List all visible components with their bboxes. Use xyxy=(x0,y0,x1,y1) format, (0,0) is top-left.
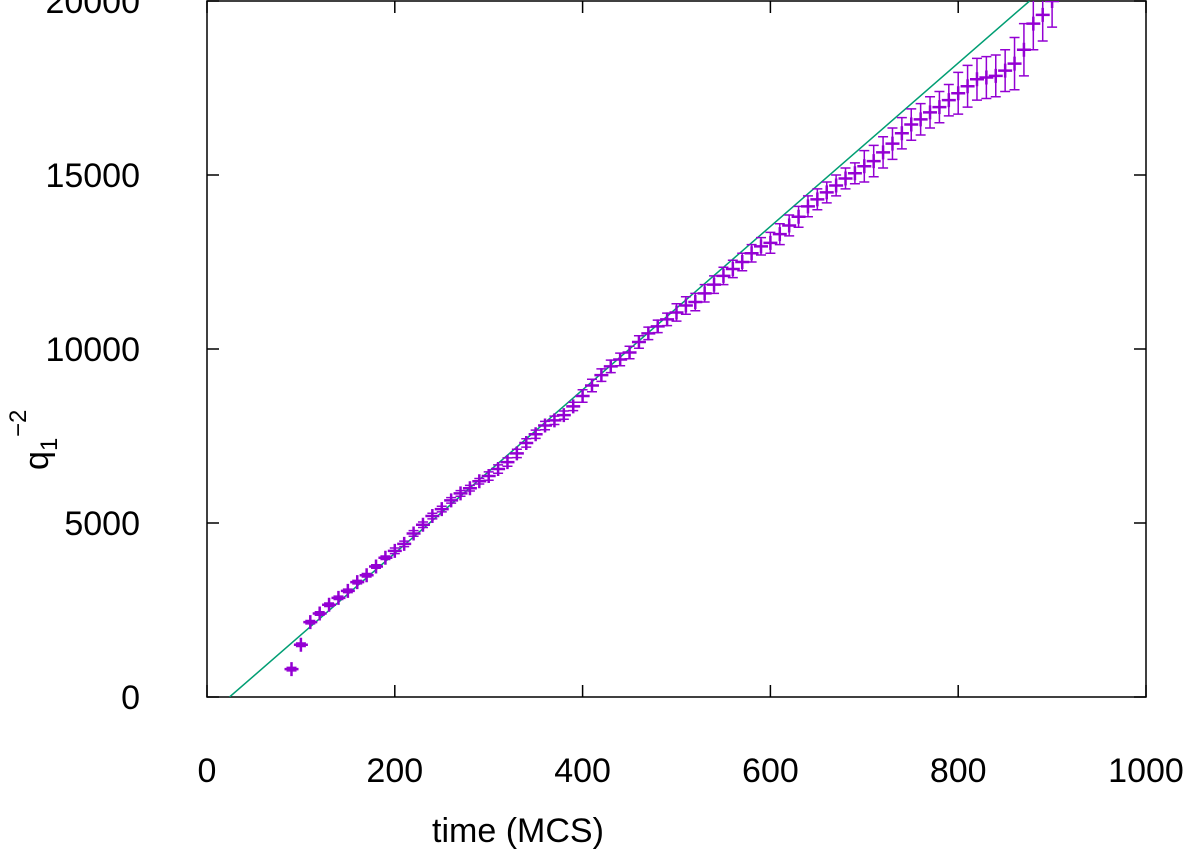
y-label-base: q xyxy=(18,451,56,470)
data-point xyxy=(622,345,637,360)
data-point xyxy=(547,413,562,428)
data-point xyxy=(444,493,459,508)
data-point xyxy=(481,469,496,484)
y-label-sub: 1 xyxy=(36,438,63,451)
data-point xyxy=(519,435,534,450)
data-point xyxy=(303,615,318,630)
data-point xyxy=(1045,1,1060,8)
error-bar xyxy=(1047,1,1058,28)
data-point xyxy=(716,268,731,283)
data-point xyxy=(847,166,862,181)
x-tick-label: 1000 xyxy=(1108,752,1184,790)
data-point xyxy=(894,126,909,141)
y-tick-label: 5000 xyxy=(64,505,140,543)
data-point xyxy=(322,597,337,612)
data-point xyxy=(725,261,740,276)
data-point xyxy=(500,455,515,470)
data-point xyxy=(782,218,797,233)
data-point xyxy=(584,378,599,393)
data-point xyxy=(819,185,834,200)
data-point xyxy=(491,462,506,477)
y-tick-label: 0 xyxy=(121,679,140,717)
data-point xyxy=(1035,7,1050,22)
data-point xyxy=(885,136,900,151)
data-point xyxy=(829,178,844,193)
y-label-sup: −2 xyxy=(5,410,32,437)
data-point xyxy=(594,368,609,383)
x-tick-label: 0 xyxy=(198,752,217,790)
data-point xyxy=(331,590,346,605)
data-point xyxy=(744,246,759,261)
data-point xyxy=(669,305,684,320)
data-point xyxy=(359,568,374,583)
data-point xyxy=(979,70,994,85)
data-point xyxy=(838,171,853,186)
plot-area xyxy=(229,1,1060,697)
y-tick-label: 10000 xyxy=(45,331,140,369)
data-point xyxy=(378,550,393,565)
y-tick-label: 20000 xyxy=(45,0,140,21)
data-point xyxy=(340,583,355,598)
data-point xyxy=(631,335,646,350)
data-point xyxy=(415,517,430,532)
data-point xyxy=(754,239,769,254)
data-point xyxy=(932,100,947,115)
data-point xyxy=(387,543,402,558)
data-point xyxy=(969,72,984,87)
data-point xyxy=(913,112,928,127)
x-tick-label: 200 xyxy=(366,752,423,790)
data-point xyxy=(462,481,477,496)
data-point xyxy=(941,93,956,108)
data-point xyxy=(556,408,571,423)
data-point xyxy=(284,662,299,677)
data-point xyxy=(350,575,365,590)
data-point xyxy=(538,418,553,433)
data-point xyxy=(312,606,327,621)
data-point xyxy=(810,192,825,207)
data-point xyxy=(857,159,872,174)
data-point xyxy=(369,559,384,574)
data-point xyxy=(434,502,449,517)
data-point xyxy=(876,145,891,160)
data-point xyxy=(1026,16,1041,31)
data-point xyxy=(293,637,308,652)
x-tick-label: 400 xyxy=(554,752,611,790)
x-tick-label: 600 xyxy=(742,752,799,790)
x-axis-label: time (MCS) xyxy=(432,812,604,850)
data-point xyxy=(923,105,938,120)
data-point xyxy=(472,474,487,489)
data-point xyxy=(453,486,468,501)
data-point xyxy=(509,446,524,461)
data-point xyxy=(800,199,815,214)
data-point xyxy=(866,154,881,169)
y-tick-label: 15000 xyxy=(45,157,140,195)
data-point xyxy=(772,227,787,242)
data-point xyxy=(406,526,421,541)
data-point xyxy=(528,427,543,442)
data-point xyxy=(566,399,581,414)
data-point xyxy=(425,509,440,524)
y-axis-label: q 1 −2 xyxy=(5,410,63,470)
data-point xyxy=(575,388,590,403)
data-point xyxy=(904,117,919,132)
data-point xyxy=(397,536,412,551)
data-point xyxy=(678,298,693,313)
x-tick-label: 800 xyxy=(930,752,987,790)
data-point xyxy=(960,79,975,94)
data-point xyxy=(660,312,675,327)
data-point xyxy=(951,86,966,101)
data-point xyxy=(988,68,1003,83)
data-point xyxy=(1007,56,1022,71)
data-point xyxy=(998,63,1013,78)
data-point xyxy=(763,235,778,250)
